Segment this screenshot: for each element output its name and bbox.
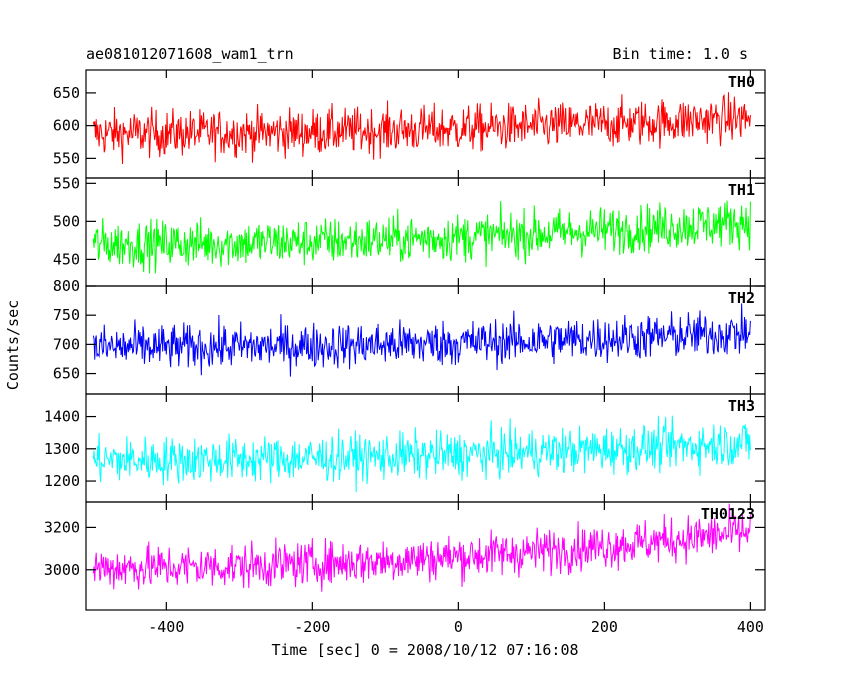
x-tick-label: 400 <box>737 618 764 636</box>
y-axis-label: Counts/sec <box>4 300 22 390</box>
series-line-th0 <box>92 92 751 164</box>
y-tick-label: 700 <box>53 335 80 353</box>
panel-label-th1: TH1 <box>728 181 755 199</box>
series-line-th2 <box>92 303 751 377</box>
chart-title-right: Bin time: 1.0 s <box>613 45 748 63</box>
panel-label-th2: TH2 <box>728 289 755 307</box>
panel-frame-th1 <box>85 177 766 287</box>
y-tick-label: 450 <box>53 250 80 268</box>
y-tick-label: 550 <box>53 149 80 167</box>
x-tick-label: 0 <box>454 618 463 636</box>
y-tick-label: 650 <box>53 365 80 383</box>
series-line-th3 <box>92 415 751 493</box>
panel-label-th0123: TH0123 <box>701 505 755 523</box>
y-tick-label: 600 <box>53 117 80 135</box>
x-tick-label: -400 <box>148 618 184 636</box>
panel-frame-th0123 <box>85 501 766 611</box>
panel-label-th3: TH3 <box>728 397 755 415</box>
x-tick-label: -200 <box>294 618 330 636</box>
y-tick-label: 800 <box>53 277 80 295</box>
y-tick-label: 3200 <box>44 518 80 536</box>
y-tick-label: 500 <box>53 212 80 230</box>
y-tick-label: 3000 <box>44 561 80 579</box>
chart-title-left: ae081012071608_wam1_trn <box>86 45 294 63</box>
x-axis-label: Time [sec] 0 = 2008/10/12 07:16:08 <box>271 641 578 659</box>
y-tick-label: 1200 <box>44 472 80 490</box>
x-tick-label: 200 <box>591 618 618 636</box>
y-tick-label: 550 <box>53 174 80 192</box>
y-tick-label: 650 <box>53 84 80 102</box>
panel-label-th0: TH0 <box>728 73 755 91</box>
y-tick-label: 1300 <box>44 440 80 458</box>
series-line-th1 <box>92 200 751 274</box>
panels-group: 550 600 650 TH0 450 500 550 TH1 650 700 750 800 TH2 1… <box>44 69 766 636</box>
y-tick-label: 1400 <box>44 408 80 426</box>
panel-frame-th0 <box>85 69 766 179</box>
y-tick-label: 750 <box>53 306 80 324</box>
series-line-th0123 <box>92 503 751 592</box>
